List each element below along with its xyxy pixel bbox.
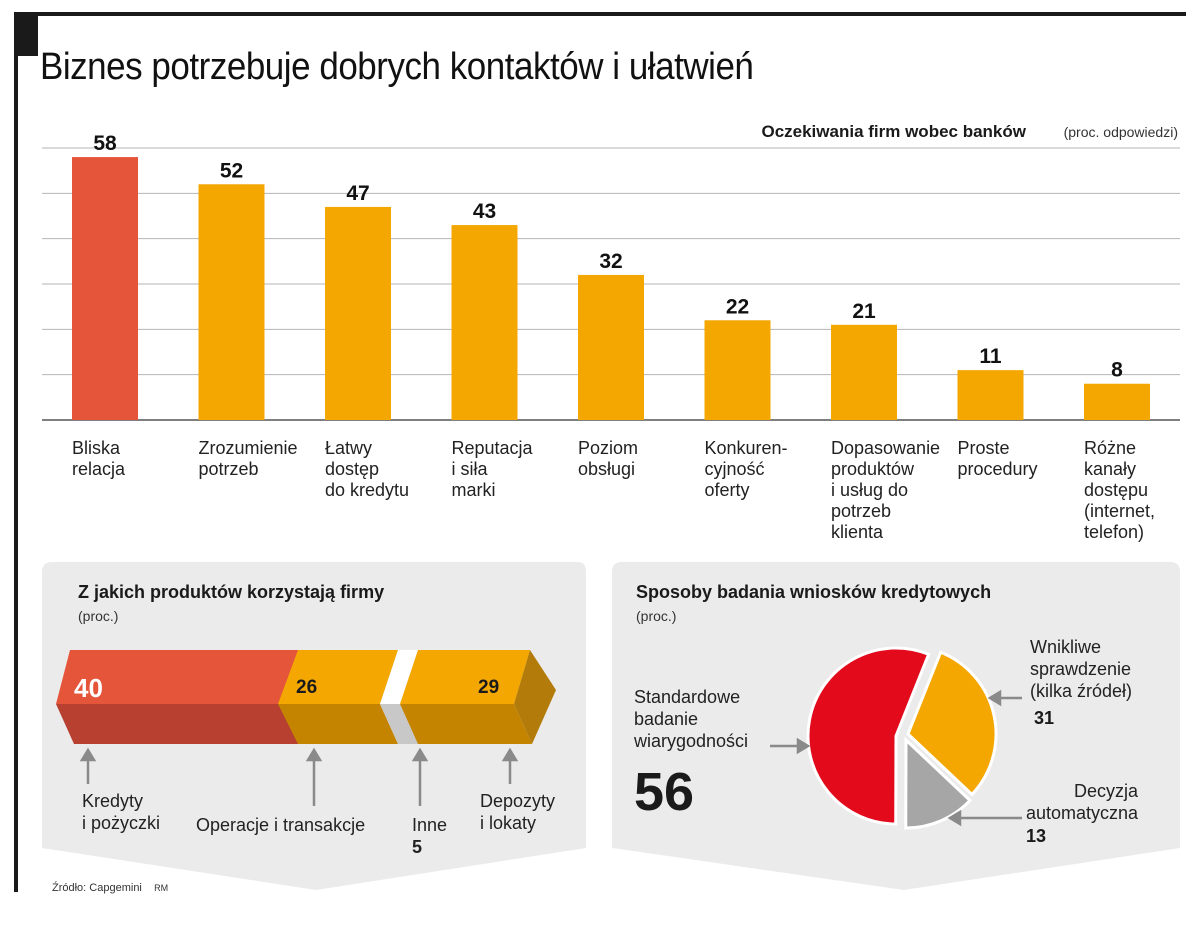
bar-chart-title: Oczekiwania firm wobec banków — [761, 122, 1026, 141]
bar-category-label: Reputacja i siła marki — [451, 438, 533, 500]
bar-category-label: Konkuren-cyjność oferty — [704, 438, 788, 500]
bar-7 — [957, 370, 1024, 420]
bar-value-label: 21 — [852, 300, 876, 323]
products-panel-title: Z jakich produktów korzystają firmy — [78, 582, 385, 602]
value-automat: 13 — [1026, 826, 1047, 846]
value-inne: 5 — [412, 837, 423, 857]
frame-left-rule — [14, 12, 18, 892]
bar-8 — [1084, 383, 1150, 420]
pie-slice-0 — [806, 646, 931, 826]
bar-value-label: 32 — [599, 250, 622, 273]
bar-value-label: 58 — [93, 132, 117, 155]
bar-value-label: 47 — [346, 182, 369, 205]
label-wnikliwe: Wnikliwe sprawdzenie (kilka źródeł) — [1030, 637, 1133, 701]
bar-category-label: Różne kanały dostępu (internet, telefon) — [1084, 438, 1156, 542]
bar-1 — [198, 184, 265, 420]
value-wnikliwe: 31 — [1034, 708, 1055, 728]
bar-category-label: Proste procedury — [957, 438, 1038, 479]
segment-operacje-top — [278, 650, 398, 704]
bar-6 — [831, 324, 897, 420]
label-operacje: Operacje i transakcje — [196, 815, 366, 835]
segment-kredyty-bottom — [56, 704, 298, 744]
label-standard: Standardowe badanie wiarygodności — [634, 687, 749, 751]
methods-panel-unit: (proc.) — [636, 608, 677, 624]
frame-corner-block — [14, 12, 38, 56]
segment-depozyty-end — [514, 650, 556, 744]
bar-value-label: 43 — [473, 200, 496, 223]
segment-depozyty-top — [400, 650, 530, 704]
value-depozyty: 29 — [478, 677, 499, 698]
bar-chart: 58 52 47 43 32 22 21 11 8 — [42, 132, 1180, 421]
bar-category-label: Bliska relacja — [72, 438, 126, 479]
bar-category-label: Zrozumienie potrzeb — [198, 438, 298, 479]
product-pointer-arrows — [79, 747, 519, 806]
bar-category-label: Dopasowanie produktów i usług do potrzeb kli… — [831, 438, 941, 542]
pie-slice-2 — [904, 736, 973, 830]
source-note: Źródło: Capgemini RM — [52, 882, 169, 894]
bar-value-label: 8 — [1111, 359, 1123, 382]
pie-slice-1 — [906, 650, 998, 797]
segment-operacje-bottom — [278, 704, 398, 744]
segment-inne-bottom — [380, 704, 418, 744]
label-kredyty: Kredyty i pożyczki — [82, 791, 161, 833]
label-inne: Inne 5 — [412, 815, 448, 857]
value-standard: 56 — [634, 762, 695, 822]
bar-value-label: 11 — [979, 345, 1002, 368]
methods-panel-title: Sposoby badania wniosków kredytowych — [636, 582, 992, 602]
value-kredyty: 40 — [74, 673, 103, 703]
bar-chart-unit: (proc. odpowiedzi) — [1063, 124, 1178, 140]
bar-category-label: Poziom obsługi — [578, 438, 639, 479]
bar-3 — [451, 225, 518, 420]
bar-4 — [578, 274, 644, 420]
label-depozyty: Depozyty i lokaty — [480, 791, 556, 833]
bar-value-label: 52 — [220, 159, 243, 182]
bar-category-label: Łatwy dostęp do kredytu — [325, 438, 410, 500]
segment-kredyty-top — [56, 650, 298, 704]
products-panel-unit: (proc.) — [78, 608, 119, 624]
method-pointer-arrows — [770, 689, 1022, 827]
segment-depozyty-bottom — [400, 704, 532, 744]
bar-value-label: 22 — [726, 295, 749, 318]
frame-top-rule — [14, 12, 1186, 16]
label-automat: Decyzja automatyczna — [1026, 781, 1139, 823]
bar-5 — [704, 320, 771, 420]
segment-inne-top — [380, 650, 418, 704]
value-operacje: 26 — [296, 677, 317, 698]
page-title: Biznes potrzebuje dobrych kontaktów i uł… — [40, 46, 754, 88]
bar-2 — [325, 206, 391, 420]
bar-0 — [72, 157, 138, 421]
